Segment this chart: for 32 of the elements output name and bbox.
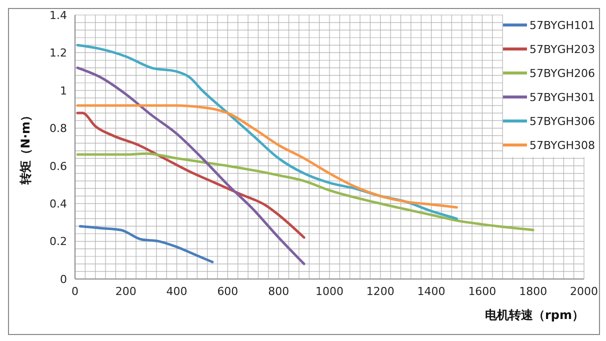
line-series bbox=[76, 66, 306, 266]
legend-label: 57BYGH308 bbox=[530, 138, 595, 152]
x-tick-label: 2000 bbox=[570, 284, 598, 298]
line-series bbox=[76, 112, 306, 239]
y-tick-label: 1.4 bbox=[50, 8, 67, 22]
legend-label: 57BYGH203 bbox=[530, 42, 595, 56]
x-tick-label: 1800 bbox=[519, 284, 548, 298]
x-tick-label: 1200 bbox=[366, 284, 394, 298]
legend-label: 57BYGH101 bbox=[530, 18, 595, 32]
y-tick-label: 1.2 bbox=[50, 46, 67, 60]
line-series bbox=[78, 224, 214, 264]
legend-label: 57BYGH206 bbox=[530, 66, 595, 80]
x-tick-label: 600 bbox=[217, 284, 238, 298]
x-tick-label: 200 bbox=[115, 284, 136, 298]
y-tick-label: 0.6 bbox=[50, 160, 67, 173]
y-tick-label: 0.2 bbox=[50, 235, 67, 248]
x-tick-label: 1000 bbox=[316, 284, 344, 298]
legend-label: 57BYGH306 bbox=[530, 114, 595, 128]
legend-label: 57BYGH301 bbox=[530, 90, 595, 104]
x-tick-label: 0 bbox=[72, 284, 78, 298]
line-series bbox=[76, 152, 534, 232]
y-tick-label: 0.8 bbox=[50, 122, 67, 136]
y-tick-label: 1 bbox=[60, 84, 67, 98]
x-axis-title: 电机转速（rpm） bbox=[484, 308, 584, 322]
x-tick-label: 800 bbox=[268, 284, 290, 298]
y-axis-title: 转矩（N·m） bbox=[18, 109, 32, 186]
x-tick-label: 400 bbox=[166, 284, 188, 298]
line-series bbox=[76, 104, 458, 209]
x-tick-label: 1400 bbox=[417, 284, 446, 298]
y-tick-label: 0 bbox=[60, 272, 67, 286]
y-tick-label: 0.4 bbox=[50, 197, 67, 210]
x-tick-label: 1600 bbox=[468, 284, 496, 298]
